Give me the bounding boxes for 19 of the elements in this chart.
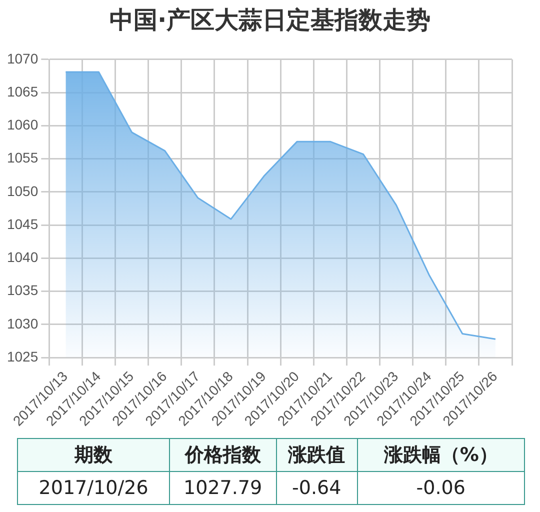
y-tick-label: 1070 xyxy=(6,50,38,66)
y-tick-label: 1045 xyxy=(6,216,38,232)
y-tick-label: 1035 xyxy=(6,282,38,298)
chart-title: 中国·产区大蒜日定基指数走势 xyxy=(108,5,432,36)
y-tick-label: 1050 xyxy=(6,182,38,199)
text: 2017/10/26 xyxy=(18,472,170,504)
y-tick-label: 1040 xyxy=(6,249,38,266)
text: -0.06 xyxy=(357,472,524,504)
text: 1027.79 xyxy=(170,472,276,504)
text: 期数 xyxy=(18,438,170,472)
y-tick-label: 1065 xyxy=(6,83,38,100)
y-tick-label: 1030 xyxy=(6,315,38,332)
y-tick-label: 1060 xyxy=(6,116,38,133)
y-tick-label: 1025 xyxy=(6,348,38,364)
y-tick-label: 1055 xyxy=(6,150,38,166)
text: 涨跌幅（%） xyxy=(357,438,524,472)
text: 涨跌值 xyxy=(276,438,358,472)
text: -0.64 xyxy=(276,472,358,504)
text: 价格指数 xyxy=(170,438,276,472)
